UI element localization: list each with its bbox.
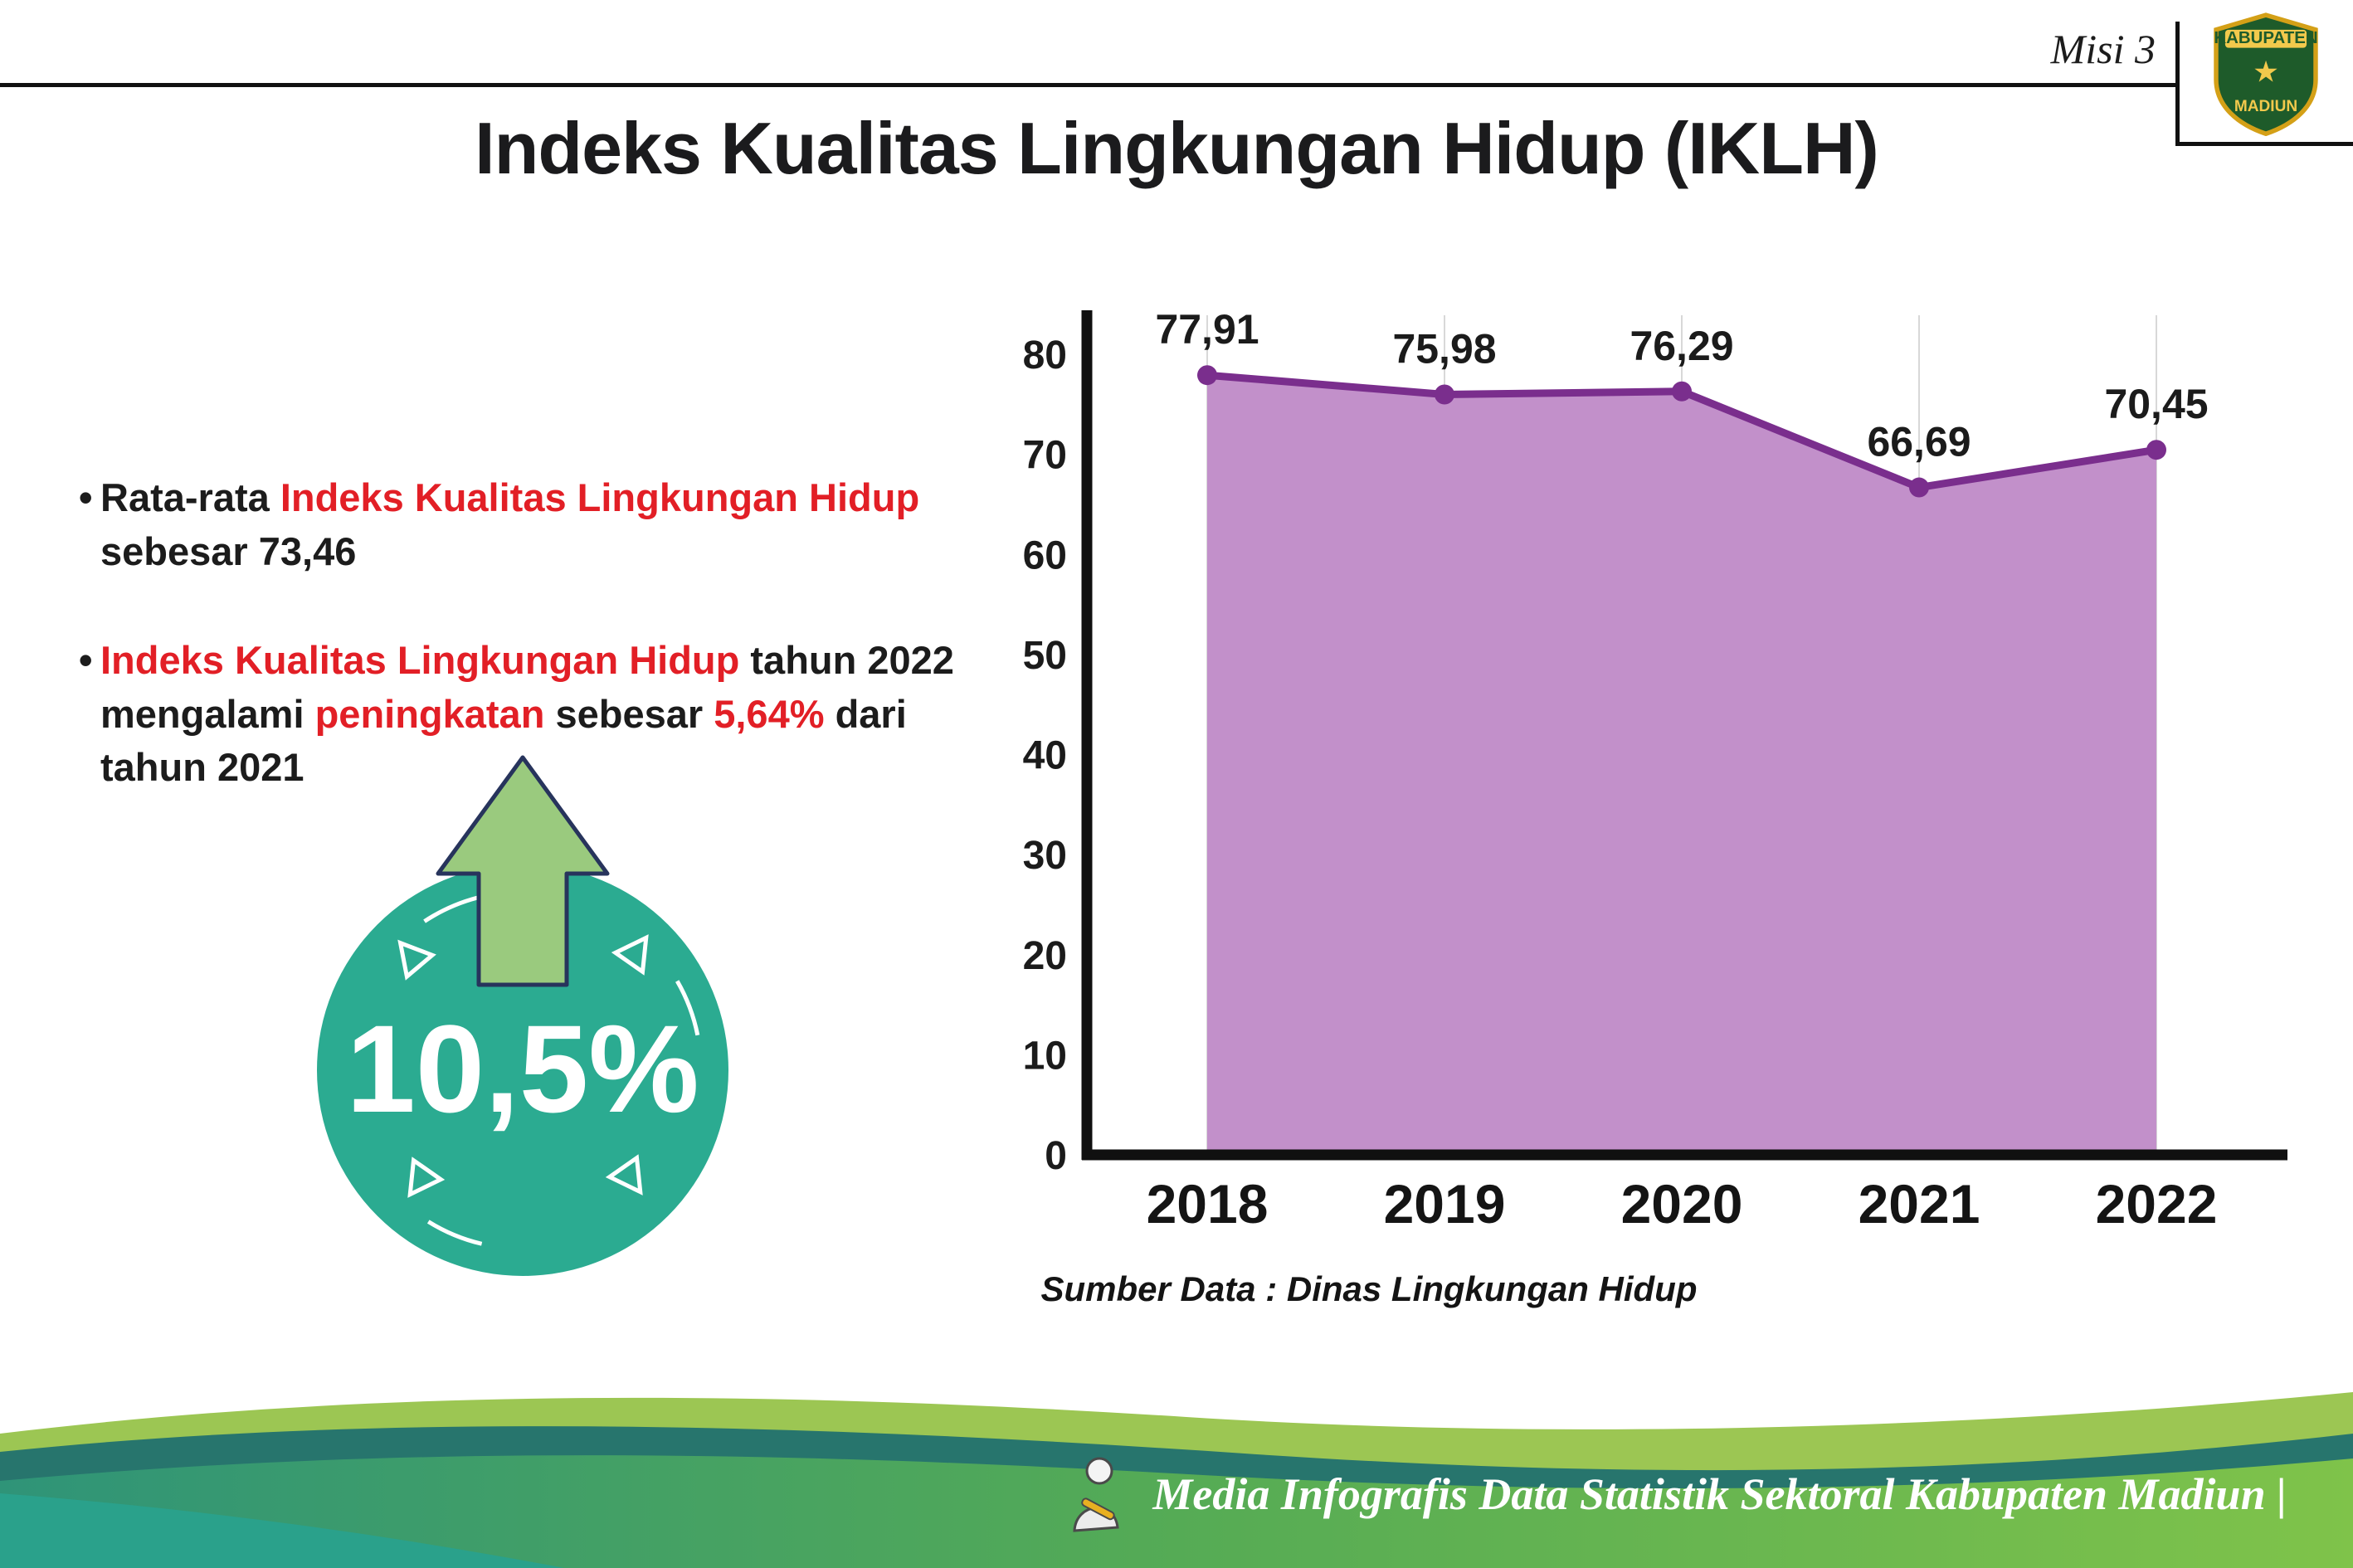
area-fill	[1207, 375, 2156, 1155]
footer-wave-corner	[0, 1493, 564, 1568]
data-point	[1197, 365, 1217, 386]
page-title: Indeks Kualitas Lingkungan Hidup (IKLH)	[475, 107, 1879, 189]
logo-bracket-vertical	[2175, 22, 2180, 146]
badge-triangle-decor	[611, 934, 649, 976]
logo-star: ★	[2253, 56, 2279, 89]
y-tick-label: 0	[1045, 1134, 1067, 1178]
summary-bullets: • Rata-rata Indeks Kualitas Lingkungan Hi…	[79, 471, 975, 795]
x-tick-label: 2020	[1621, 1173, 1743, 1234]
y-tick-label: 50	[1023, 634, 1067, 678]
badge-value: 10,5%	[346, 999, 699, 1138]
badge-triangle-decor	[605, 1154, 643, 1195]
y-tick-label: 40	[1023, 734, 1067, 778]
header-rule	[0, 83, 2175, 87]
footer-caption: Media Infografis Data Statistik Sektoral…	[1152, 1468, 2287, 1519]
misi-label: Misi 3	[2050, 26, 2156, 72]
data-point	[1672, 381, 1692, 402]
data-label: 75,98	[1392, 325, 1496, 372]
bullet-dot: •	[79, 475, 93, 519]
bullet-dot: •	[79, 637, 93, 682]
crest-icon: KABUPATEN ★ MADIUN	[2214, 12, 2318, 137]
data-point	[1909, 477, 1929, 498]
data-label: 77,91	[1155, 306, 1259, 353]
mascot-icon	[1073, 1457, 1120, 1532]
data-label: 76,29	[1630, 323, 1733, 369]
badge-triangle-decor	[407, 1157, 446, 1198]
x-tick-label: 2022	[2096, 1173, 2218, 1234]
y-tick-label: 60	[1023, 533, 1067, 577]
logo-bottom-text: MADIUN	[2234, 98, 2297, 115]
y-tick-label: 20	[1023, 934, 1067, 978]
y-tick-label: 10	[1023, 1034, 1067, 1078]
data-label: 66,69	[1867, 419, 1971, 465]
iklh-chart: 77,91 75,98 76,29 66,69 70,45 0 10 20 30 40 50 60 70…	[1016, 300, 2311, 1263]
badge-ring-decor	[342, 889, 704, 1251]
logo-top-text: KABUPATEN	[2214, 28, 2317, 47]
bullet-item: • Rata-rata Indeks Kualitas Lingkungan Hi…	[79, 471, 975, 579]
bullet-item: • Indeks Kualitas Lingkungan Hidup tahun …	[79, 634, 975, 796]
logo-bracket-horizontal	[2175, 142, 2353, 146]
y-tick-label: 30	[1023, 834, 1067, 878]
source-note: Sumber Data : Dinas Lingkungan Hidup	[1040, 1269, 1698, 1308]
kabupaten-madiun-logo: KABUPATEN ★ MADIUN	[2204, 12, 2328, 137]
y-tick-label: 70	[1023, 434, 1067, 478]
y-tick-label: 80	[1023, 334, 1067, 377]
data-point	[1435, 384, 1454, 405]
footer-bar: Media Infografis Data Statistik Sektoral…	[1060, 1454, 2287, 1533]
badge-triangle-decor	[397, 939, 436, 981]
data-point	[2146, 440, 2166, 460]
data-label: 70,45	[2104, 381, 2208, 427]
footer-wave-main	[0, 1455, 2353, 1568]
up-arrow-icon	[436, 755, 610, 987]
x-tick-label: 2021	[1859, 1173, 1980, 1234]
footer-wave	[0, 1392, 2353, 1568]
x-tick-label: 2018	[1147, 1173, 1269, 1234]
increase-badge: 10,5%	[315, 751, 747, 1298]
x-tick-label: 2019	[1384, 1173, 1506, 1234]
